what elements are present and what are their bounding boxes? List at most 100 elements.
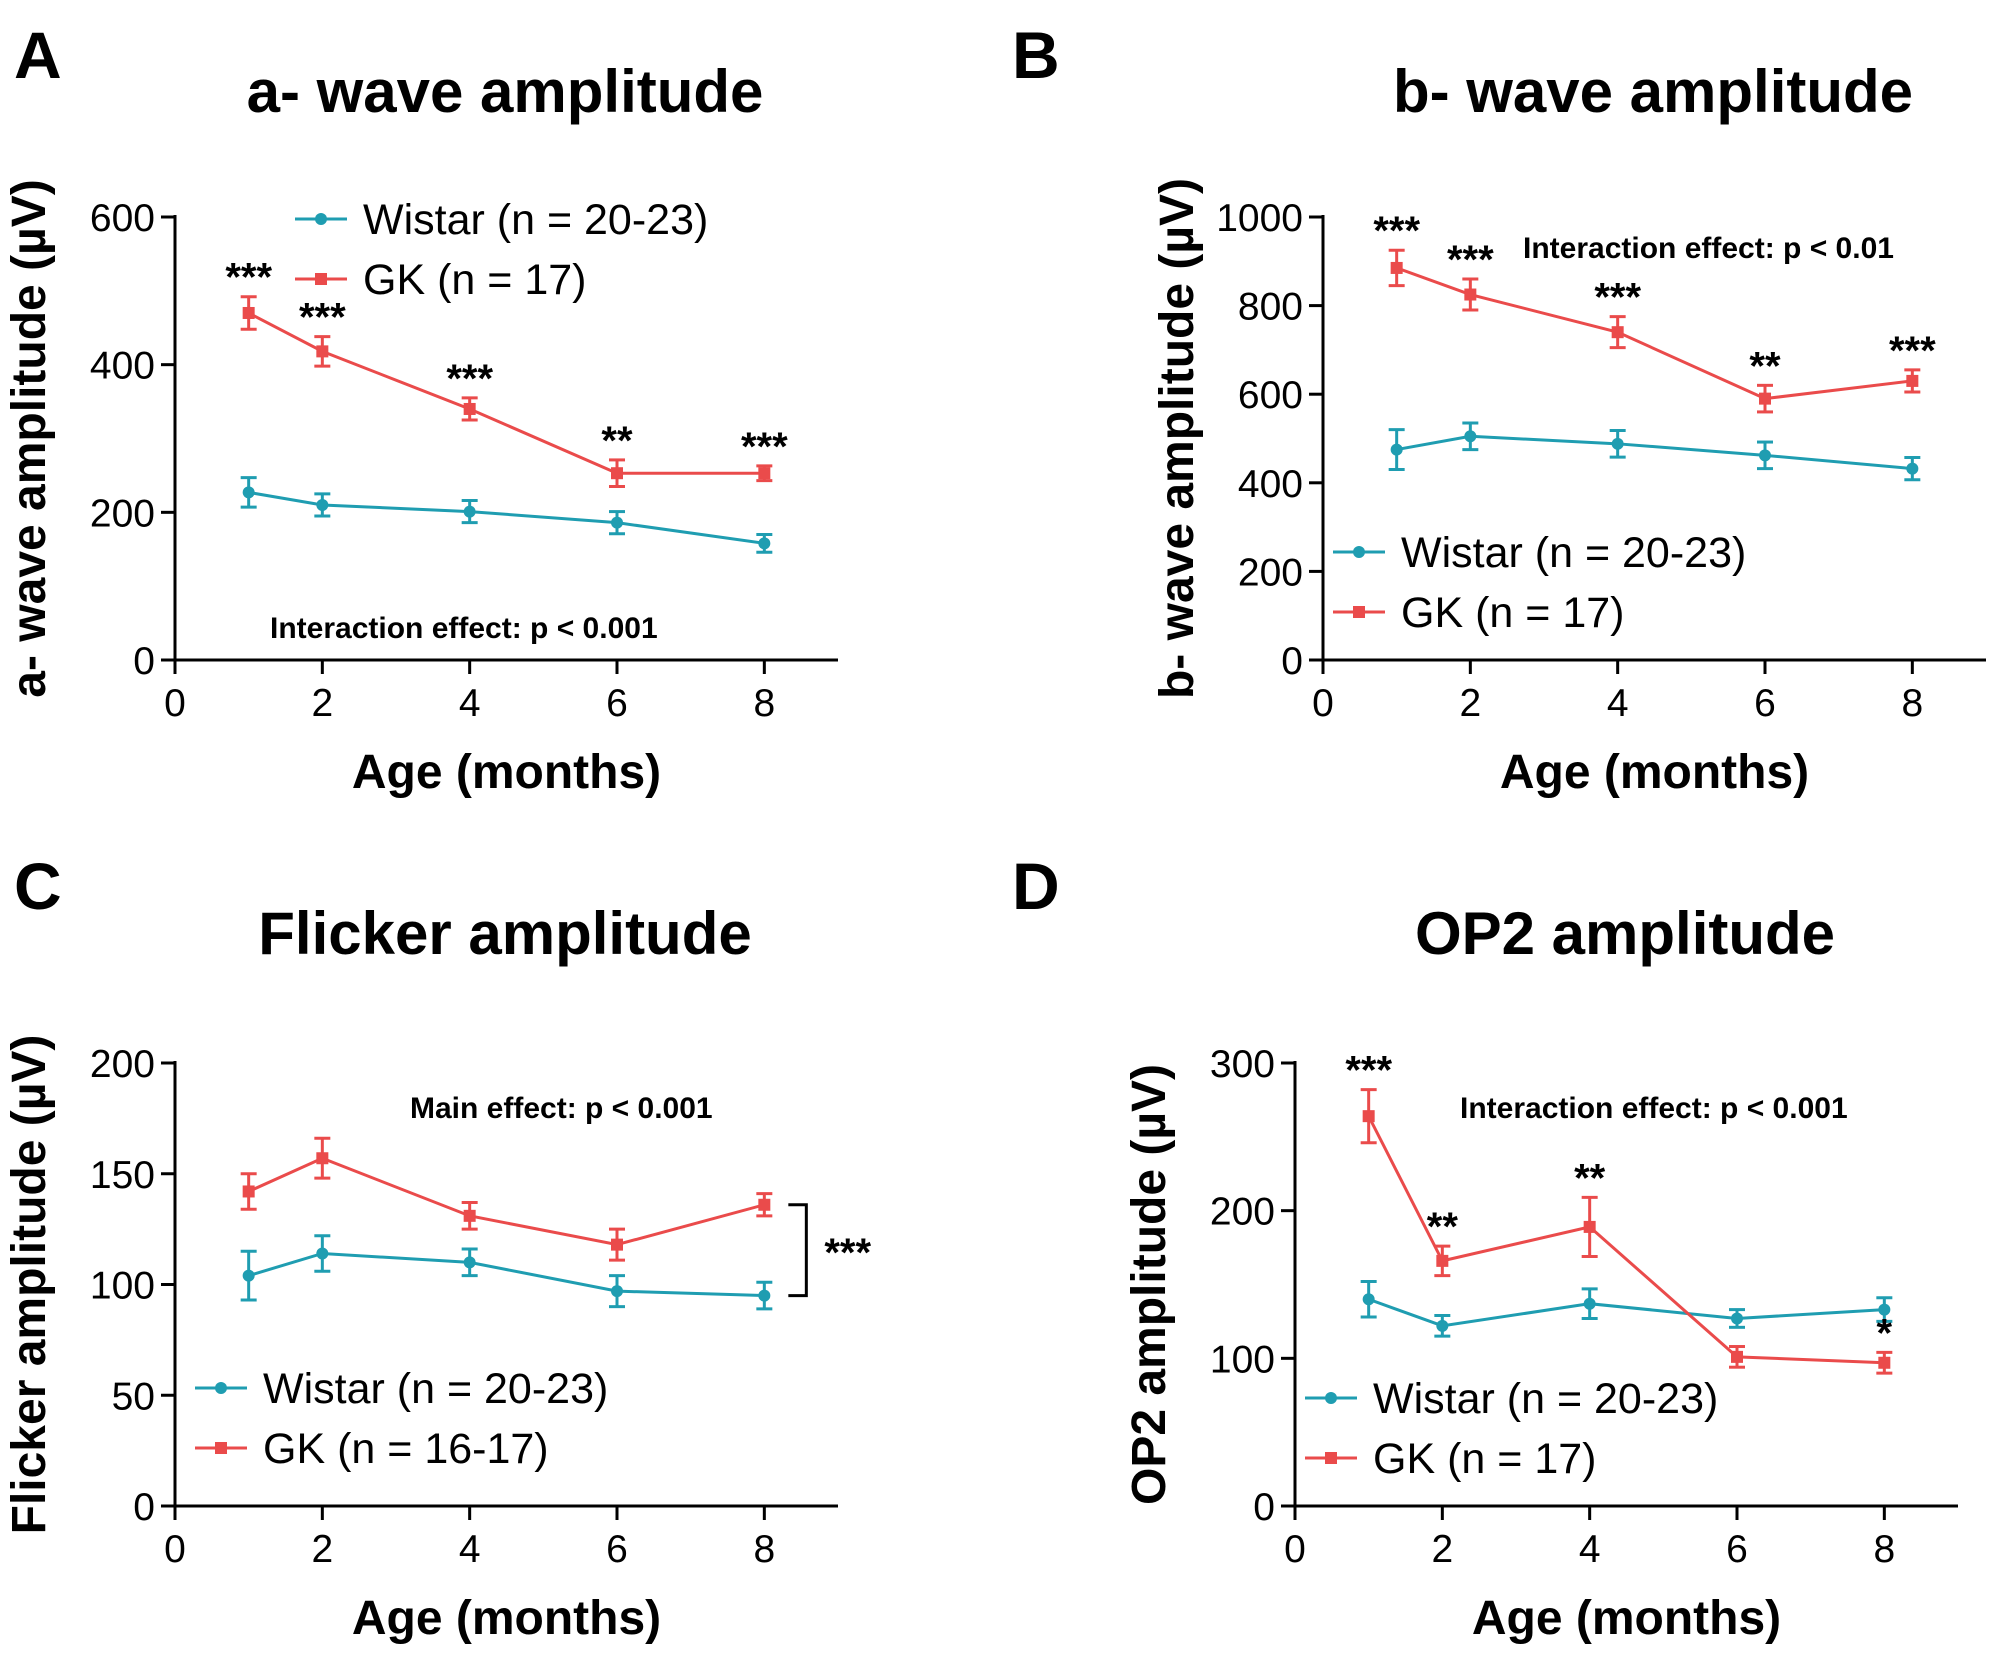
data-point <box>242 306 255 319</box>
y-axis-label: OP2 amplitude (µV) <box>1123 1064 1176 1505</box>
data-point <box>1390 443 1403 456</box>
panel-letter: C <box>14 849 62 923</box>
x-tick-label: 4 <box>1579 1528 1601 1571</box>
series-line-gk <box>248 1156 765 1247</box>
legend-marker <box>1325 1452 1337 1464</box>
data-point <box>1464 288 1477 301</box>
y-tick-label: 50 <box>112 1375 155 1418</box>
legend-label: Wistar (n = 20-23) <box>1401 529 1746 577</box>
x-tick-label: 8 <box>1873 1528 1895 1571</box>
data-point <box>463 1256 476 1269</box>
panel-letter: B <box>1012 18 1060 92</box>
y-tick-label: 1000 <box>1216 197 1303 240</box>
data-point <box>1906 462 1919 475</box>
effect-annotation: Interaction effect: p < 0.001 <box>270 612 658 645</box>
significance-label: ** <box>601 419 633 463</box>
y-tick-label: 150 <box>90 1154 155 1197</box>
significance-label: *** <box>299 296 346 340</box>
data-point <box>1362 1110 1375 1123</box>
x-tick-label: 6 <box>606 682 628 725</box>
legend-marker <box>215 1382 227 1394</box>
data-point <box>611 1285 623 1298</box>
legend-entry-wistar: Wistar (n = 20-23) <box>1305 1375 1718 1423</box>
series-line-wistar <box>248 1251 765 1298</box>
y-axis-label: Flicker amplitude (µV) <box>3 1035 56 1535</box>
data-point <box>758 537 771 550</box>
legend-label: GK (n = 17) <box>363 256 586 304</box>
legend-marker <box>1353 546 1365 558</box>
data-point <box>1611 437 1624 450</box>
y-tick-label: 400 <box>1238 463 1303 506</box>
data-point <box>611 1238 623 1251</box>
significance-label: *** <box>1345 1049 1392 1093</box>
data-point <box>1464 430 1477 443</box>
significance-label: ** <box>1574 1156 1606 1200</box>
data-point <box>1878 1356 1891 1369</box>
data-point <box>463 505 476 518</box>
data-point <box>1436 1254 1449 1267</box>
legend-entry-gk: GK (n = 17) <box>1333 589 1624 637</box>
legend-entry-wistar: Wistar (n = 20-23) <box>195 1365 608 1413</box>
data-point <box>1611 326 1624 339</box>
chart-title: Flicker amplitude <box>258 900 751 967</box>
x-tick-label: 4 <box>1607 682 1629 725</box>
x-tick-label: 0 <box>1284 1528 1306 1571</box>
data-point <box>1436 1319 1449 1332</box>
y-tick-label: 400 <box>90 345 155 388</box>
x-tick-label: 6 <box>1754 682 1776 725</box>
legend-marker <box>1325 1392 1337 1404</box>
significance-label: * <box>1877 1311 1893 1355</box>
significance-label: *** <box>1373 209 1420 253</box>
data-point <box>316 1152 329 1165</box>
y-tick-label: 800 <box>1238 286 1303 329</box>
y-tick-label: 200 <box>1238 551 1303 594</box>
y-tick-label: 100 <box>1210 1338 1275 1381</box>
chart-title: a- wave amplitude <box>247 58 764 125</box>
data-point <box>316 498 329 511</box>
data-point <box>1731 1312 1743 1325</box>
y-tick-label: 200 <box>1210 1191 1275 1234</box>
y-tick-label: 0 <box>133 640 155 683</box>
y-axis-label: b- wave amplitude (µV) <box>1151 178 1204 699</box>
panel-c: C Flicker amplitude Flicker amplitude (µV)… <box>0 831 997 1661</box>
y-tick-label: 0 <box>1281 640 1303 683</box>
data-point <box>758 467 771 480</box>
legend-marker <box>315 213 327 225</box>
y-tick-label: 200 <box>90 1043 155 1086</box>
y-tick-label: 600 <box>90 197 155 240</box>
significance-bracket <box>788 1203 808 1298</box>
data-point <box>1390 261 1403 274</box>
legend-entry-wistar: Wistar (n = 20-23) <box>295 196 708 244</box>
significance-label: *** <box>225 256 272 300</box>
series-line-wistar <box>248 490 765 545</box>
legend-label: GK (n = 17) <box>1373 1435 1596 1483</box>
significance-label: ** <box>1427 1205 1459 1249</box>
x-tick-label: 2 <box>1431 1528 1453 1571</box>
data-point <box>463 402 476 415</box>
legend-label: GK (n = 17) <box>1401 589 1624 637</box>
chart-d: D OP2 amplitude OP2 amplitude (µV) Age (mon… <box>1012 849 1958 1645</box>
legend-entry-gk: GK (n = 17) <box>295 256 586 304</box>
legend-label: Wistar (n = 20-23) <box>263 1365 608 1413</box>
effect-annotation: Main effect: p < 0.001 <box>410 1092 713 1125</box>
data-point <box>1583 1220 1596 1233</box>
significance-label: *** <box>1594 276 1641 320</box>
x-tick-label: 6 <box>1726 1528 1748 1571</box>
x-tick-label: 0 <box>164 1528 186 1571</box>
series-line-wistar <box>1396 434 1913 471</box>
x-tick-label: 0 <box>1312 682 1334 725</box>
x-tick-label: 2 <box>1459 682 1481 725</box>
data-point <box>1878 1303 1891 1316</box>
x-axis-label: Age (months) <box>1500 746 1809 799</box>
x-tick-label: 8 <box>1901 682 1923 725</box>
effect-annotation: Interaction effect: p < 0.001 <box>1460 1092 1848 1125</box>
legend-entry-gk: GK (n = 17) <box>1305 1435 1596 1483</box>
chart-title: OP2 amplitude <box>1415 900 1835 967</box>
significance-label: *** <box>1889 329 1936 373</box>
legend-label: GK (n = 16-17) <box>263 1425 549 1473</box>
data-point <box>242 1185 255 1198</box>
